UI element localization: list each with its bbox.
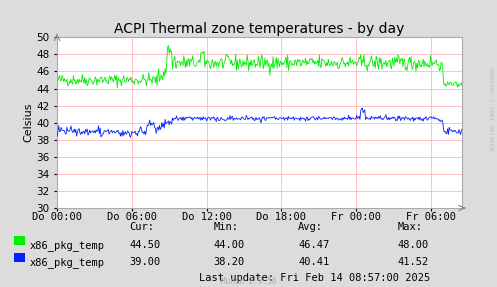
Text: x86_pkg_temp: x86_pkg_temp bbox=[30, 240, 105, 251]
Text: Munin 2.0.56: Munin 2.0.56 bbox=[221, 277, 276, 286]
Text: 44.50: 44.50 bbox=[129, 240, 161, 250]
Text: x86_pkg_temp: x86_pkg_temp bbox=[30, 257, 105, 268]
Text: Min:: Min: bbox=[214, 222, 239, 232]
Text: 44.00: 44.00 bbox=[214, 240, 245, 250]
Text: 41.52: 41.52 bbox=[398, 257, 429, 267]
Text: RRDTOOL / TOBI OETIKER: RRDTOOL / TOBI OETIKER bbox=[489, 68, 494, 150]
Text: Avg:: Avg: bbox=[298, 222, 323, 232]
Text: Last update: Fri Feb 14 08:57:00 2025: Last update: Fri Feb 14 08:57:00 2025 bbox=[199, 273, 430, 283]
Text: 46.47: 46.47 bbox=[298, 240, 330, 250]
Title: ACPI Thermal zone temperatures - by day: ACPI Thermal zone temperatures - by day bbox=[114, 22, 405, 36]
Y-axis label: Celsius: Celsius bbox=[23, 103, 33, 142]
Text: Cur:: Cur: bbox=[129, 222, 154, 232]
Text: 39.00: 39.00 bbox=[129, 257, 161, 267]
Text: 40.41: 40.41 bbox=[298, 257, 330, 267]
Text: 38.20: 38.20 bbox=[214, 257, 245, 267]
Text: Max:: Max: bbox=[398, 222, 422, 232]
Text: 48.00: 48.00 bbox=[398, 240, 429, 250]
